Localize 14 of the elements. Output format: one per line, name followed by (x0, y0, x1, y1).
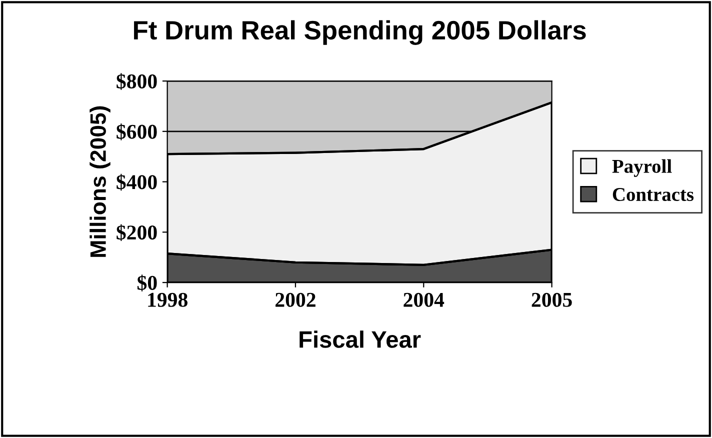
y-tick-label: $0 (138, 274, 157, 292)
x-tick-label: 1998 (148, 292, 188, 307)
chart-title: Ft Drum Real Spending 2005 Dollars (134, 20, 586, 45)
y-tick-label: $400 (116, 174, 157, 191)
legend-label: Payroll (612, 159, 672, 177)
x-tick-label: 2004 (404, 292, 444, 307)
x-axis-title: Fiscal Year (300, 330, 421, 348)
y-axis-title: Millions (2005) (90, 106, 110, 257)
x-tick-label: 2005 (532, 292, 572, 307)
y-tick-label: $600 (116, 124, 157, 140)
y-tick-label: $200 (116, 224, 157, 241)
y-tick-label: $800 (116, 73, 157, 90)
legend-label: Contracts (612, 188, 694, 202)
x-tick-label: 2002 (276, 292, 316, 307)
